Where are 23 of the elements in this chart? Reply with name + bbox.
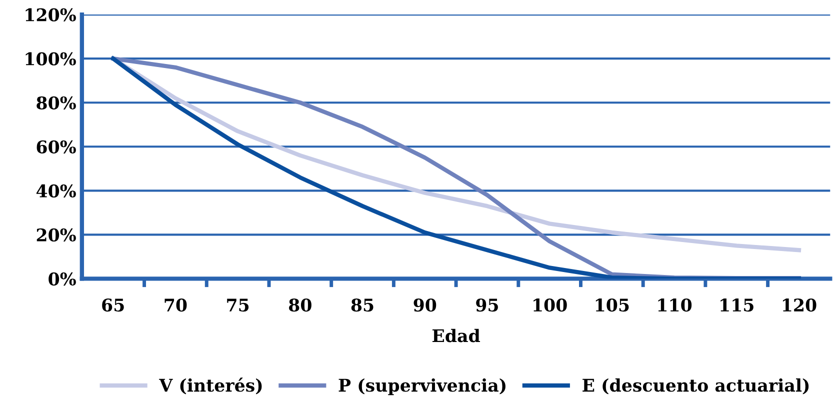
y-tick-label: 80% bbox=[36, 96, 76, 110]
x-tick-label: 90 bbox=[414, 298, 436, 312]
y-tick-label: 100% bbox=[26, 52, 76, 66]
x-tick-label: 65 bbox=[102, 298, 124, 312]
x-tick-label: 115 bbox=[720, 298, 754, 312]
y-tick-label: 60% bbox=[36, 140, 76, 154]
x-tick-label: 100 bbox=[534, 298, 567, 312]
x-tick-label: 95 bbox=[476, 298, 498, 312]
y-tick-label: 20% bbox=[36, 228, 76, 242]
x-tick-label: 80 bbox=[288, 298, 312, 312]
x-tick-label: 105 bbox=[596, 298, 629, 312]
y-tick-label: 0% bbox=[48, 272, 76, 286]
x-tick-label: 75 bbox=[227, 298, 249, 312]
legend-label: P (supervivencia) bbox=[338, 378, 506, 396]
y-tick-label: 40% bbox=[36, 184, 76, 198]
x-tick-label: 70 bbox=[164, 298, 187, 312]
x-tick-label: 120 bbox=[782, 298, 816, 312]
x-tick-label: 110 bbox=[658, 298, 692, 312]
legend-label: V (interés) bbox=[159, 378, 262, 394]
y-tick-label: 120% bbox=[26, 8, 76, 22]
legend-label: E (descuento actuarial) bbox=[582, 378, 809, 394]
x-axis-title: Edad bbox=[432, 328, 480, 342]
x-tick-label: 85 bbox=[351, 298, 374, 312]
